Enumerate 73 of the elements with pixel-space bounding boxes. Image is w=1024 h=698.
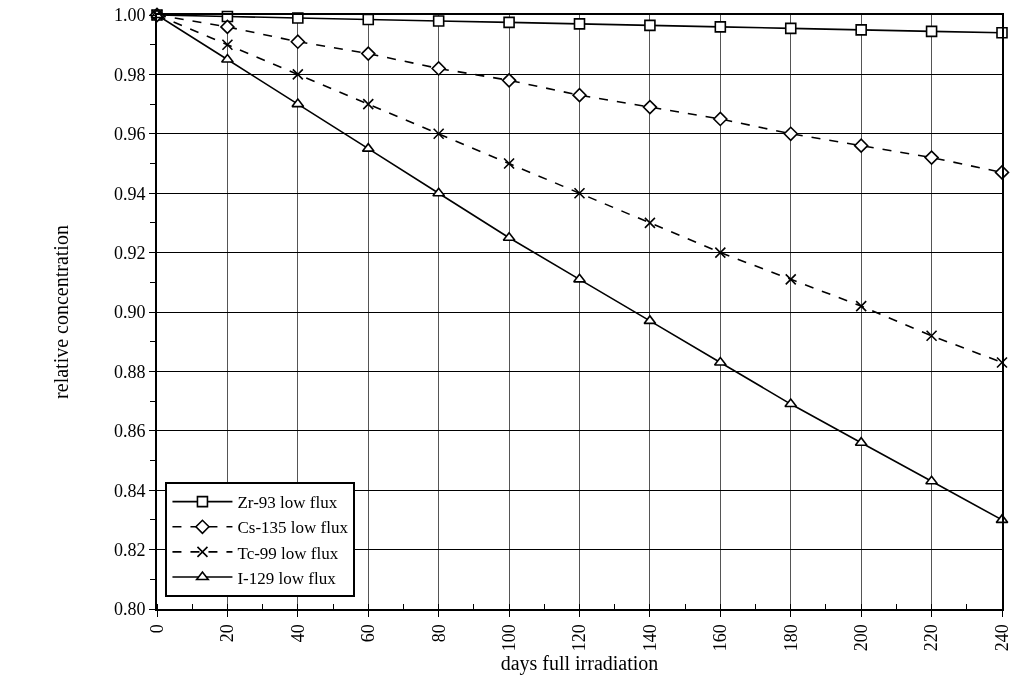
point (784, 398, 798, 408)
y-tick-label: 0.94 (113, 183, 146, 204)
point (220, 19, 235, 35)
x-axis-title: days full irradiation (500, 652, 659, 676)
point (291, 98, 305, 108)
point (855, 300, 867, 312)
y-tick-label: 0.92 (113, 242, 146, 263)
y-tick-label: 0.80 (113, 599, 146, 620)
y-tick-label: 0.88 (113, 361, 146, 382)
point (996, 356, 1008, 369)
x-tick-label: 60 (358, 624, 379, 643)
point (996, 27, 1008, 39)
point (924, 150, 939, 165)
point (503, 16, 515, 29)
x-tick-label: 220 (921, 624, 942, 652)
y-tick-label: 0.82 (113, 539, 146, 560)
legend-label: Zr-93 low flux (237, 493, 338, 513)
point (292, 68, 304, 81)
point (643, 315, 657, 325)
point (431, 61, 446, 76)
point (360, 46, 376, 61)
x-tick-label: 0 (146, 624, 167, 634)
point (855, 24, 867, 36)
y-tick-label: 0.90 (113, 302, 146, 323)
y-tick-label: 0.96 (113, 124, 146, 145)
point (573, 187, 586, 199)
x-tick-label: 120 (569, 624, 590, 652)
point (432, 128, 445, 140)
point (290, 34, 306, 50)
point (783, 126, 799, 142)
point (361, 142, 375, 152)
point (713, 111, 728, 127)
point (292, 12, 304, 24)
y-axis-title: relative concentration (49, 225, 72, 399)
y-tick-label: 0.84 (113, 480, 146, 501)
point (925, 25, 938, 38)
point (714, 246, 727, 259)
point (502, 231, 516, 242)
y-tick-label: 0.98 (113, 64, 146, 85)
x-tick-label: 240 (991, 624, 1012, 652)
point (220, 53, 234, 63)
x-tick-label: 20 (217, 624, 238, 643)
x-tick-label: 180 (780, 624, 801, 652)
y-tick-label: 0.86 (113, 421, 146, 442)
point (644, 217, 656, 229)
point (642, 99, 658, 115)
x-tick-label: 80 (428, 624, 449, 643)
point (784, 22, 797, 35)
point (784, 273, 797, 286)
point (362, 98, 375, 110)
point (432, 15, 445, 27)
x-tick-label: 40 (287, 624, 308, 643)
point (501, 73, 517, 88)
x-tick-label: 140 (639, 624, 660, 652)
point (432, 187, 446, 197)
point (221, 38, 234, 51)
point (572, 87, 587, 103)
legend-label: I-129 low flux (237, 568, 337, 588)
point (925, 329, 938, 342)
legend-label: Cs-135 low flux (237, 518, 349, 538)
point (925, 475, 939, 485)
y-tick-label: 1.00 (113, 5, 146, 26)
point (503, 157, 515, 170)
point (853, 138, 869, 153)
legend-label: Tc-99 low flux (237, 543, 339, 563)
point (573, 18, 586, 30)
x-tick-label: 100 (498, 624, 519, 652)
point (644, 19, 656, 32)
point (714, 21, 727, 33)
point (854, 436, 868, 446)
x-tick-label: 160 (710, 624, 731, 652)
point (713, 356, 727, 366)
x-tick-label: 200 (851, 624, 872, 652)
